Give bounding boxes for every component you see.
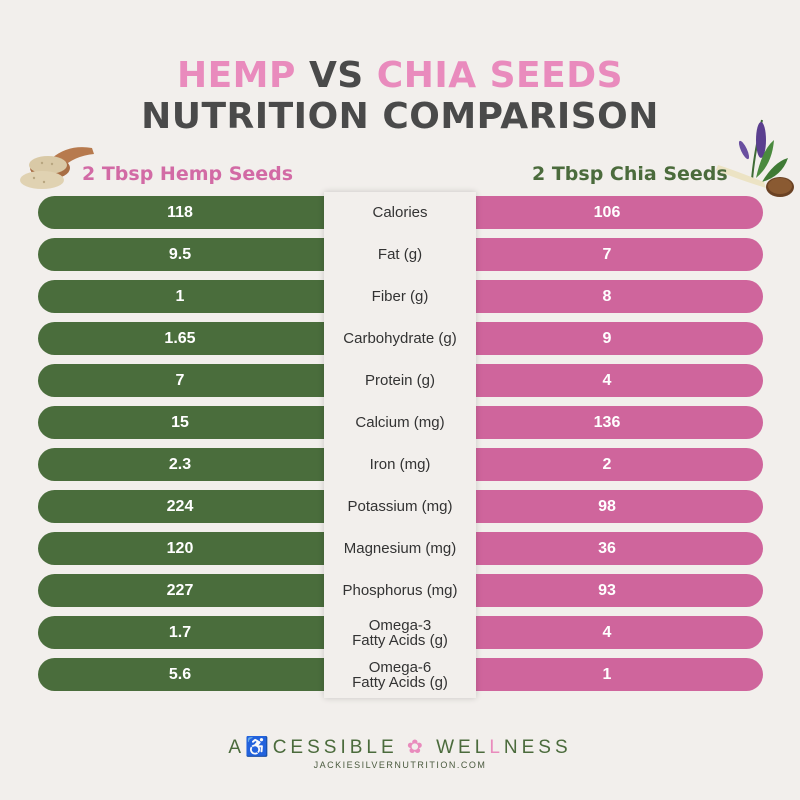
- nutrient-label: Phosphorus (mg): [342, 582, 458, 599]
- chia-value: 7: [602, 245, 612, 263]
- hemp-value: 1: [175, 287, 185, 305]
- brain-icon: ✿: [406, 737, 427, 758]
- table-row: 7 Protein (g) 4: [38, 364, 763, 397]
- table-row: 1.65 Carbohydrate (g) 9: [38, 322, 763, 355]
- hemp-value: 9.5: [168, 245, 192, 263]
- nutrient-label-panel: [324, 192, 476, 698]
- chia-value-bar: 7: [463, 238, 763, 271]
- chia-value: 8: [602, 287, 612, 305]
- chia-value-bar: 8: [463, 280, 763, 313]
- website-url: JACKIESILVERNUTRITION.COM: [313, 760, 487, 770]
- hemp-value-bar: 120: [38, 532, 338, 565]
- hemp-value: 227: [166, 581, 194, 599]
- wheelchair-icon: ♿: [245, 737, 273, 758]
- chia-value: 36: [598, 539, 616, 557]
- hemp-value-bar: 5.6: [38, 658, 338, 691]
- logo-text-1: CESSIBLE: [272, 737, 398, 758]
- hemp-value: 15: [171, 413, 189, 431]
- title-hemp: HEMP: [176, 55, 296, 96]
- chia-value-bar: 36: [463, 532, 763, 565]
- chia-value-bar: 106: [463, 196, 763, 229]
- page-title: HEMP VS CHIA SEEDS: [0, 55, 800, 96]
- chia-value: 2: [602, 455, 612, 473]
- hemp-column-header: 2 Tbsp Hemp Seeds: [82, 163, 294, 185]
- hemp-value-bar: 2.3: [38, 448, 338, 481]
- chia-value: 136: [593, 413, 621, 431]
- hemp-value-bar: 224: [38, 490, 338, 523]
- nutrient-label-line2: Fatty Acids (g): [352, 631, 448, 649]
- hemp-value: 120: [166, 539, 194, 557]
- nutrient-label: Calories: [372, 204, 428, 221]
- nutrient-label: Fat (g): [377, 246, 423, 263]
- chia-value: 106: [593, 203, 621, 221]
- chia-value-bar: 93: [463, 574, 763, 607]
- chia-column-header: 2 Tbsp Chia Seeds: [532, 163, 728, 185]
- chia-plant-spoon-icon: [716, 119, 794, 197]
- hemp-value-bar: 1.65: [38, 322, 338, 355]
- hemp-value-bar: 1.7: [38, 616, 338, 649]
- prosthetic-leg-icon: L: [489, 737, 504, 758]
- hemp-seeds-scoop-icon: [20, 147, 94, 189]
- hemp-value: 1.65: [164, 329, 196, 347]
- nutrient-label-line1: Omega-3: [368, 616, 432, 634]
- nutrient-label-line2: Fatty Acids (g): [352, 673, 448, 691]
- hemp-value: 5.6: [168, 665, 192, 683]
- table-row: 1.7 Omega-3 Fatty Acids (g) 4: [38, 616, 763, 649]
- table-row: 1 Fiber (g) 8: [38, 280, 763, 313]
- nutrient-label-line1: Omega-6: [368, 658, 432, 676]
- hemp-value: 118: [167, 203, 193, 221]
- chia-value: 9: [602, 329, 612, 347]
- nutrient-label: Protein (g): [364, 372, 436, 389]
- chia-value-bar: 9: [463, 322, 763, 355]
- logo-letter-a: A: [228, 737, 246, 758]
- nutrient-label: Omega-3 Fatty Acids (g): [324, 616, 476, 649]
- logo-text-2: WEL: [436, 737, 490, 758]
- hemp-value-bar: 118: [38, 196, 338, 229]
- nutrient-label: Omega-6 Fatty Acids (g): [324, 658, 476, 691]
- title-chia: CHIA SEEDS: [376, 55, 624, 96]
- table-row: 15 Calcium (mg) 136: [38, 406, 763, 439]
- table-row: 227 Phosphorus (mg) 93: [38, 574, 763, 607]
- table-row: 120 Magnesium (mg) 36: [38, 532, 763, 565]
- hemp-value: 7: [175, 371, 185, 389]
- hemp-value: 1.7: [168, 623, 192, 641]
- hemp-value-bar: 227: [38, 574, 338, 607]
- chia-value: 98: [598, 497, 616, 515]
- chia-value: 1: [602, 665, 612, 683]
- chia-value-bar: 98: [463, 490, 763, 523]
- hemp-value-bar: 7: [38, 364, 338, 397]
- hemp-value: 224: [166, 497, 194, 515]
- page-subtitle: NUTRITION COMPARISON: [141, 96, 659, 137]
- hemp-value-bar: 1: [38, 280, 338, 313]
- nutrient-label: Carbohydrate (g): [343, 330, 457, 347]
- brand-logo: A♿CESSIBLE ✿ WELLNESS: [0, 735, 800, 759]
- chia-value: 93: [598, 581, 616, 599]
- chia-value-bar: 4: [463, 364, 763, 397]
- nutrient-label: Calcium (mg): [355, 414, 445, 431]
- nutrient-label: Potassium (mg): [347, 498, 453, 515]
- table-row: 118 Calories 106: [38, 196, 763, 229]
- table-row: 5.6 Omega-6 Fatty Acids (g) 1: [38, 658, 763, 691]
- table-row: 2.3 Iron (mg) 2: [38, 448, 763, 481]
- chia-value-bar: 136: [463, 406, 763, 439]
- nutrient-label: Iron (mg): [369, 456, 431, 473]
- chia-value: 4: [602, 623, 612, 641]
- chia-value-bar: 1: [463, 658, 763, 691]
- nutrient-label: Magnesium (mg): [343, 540, 457, 557]
- logo-text-3: NESS: [503, 737, 572, 758]
- chia-value-bar: 2: [463, 448, 763, 481]
- nutrient-label: Fiber (g): [371, 288, 429, 305]
- hemp-value: 2.3: [168, 455, 192, 473]
- chia-value-bar: 4: [463, 616, 763, 649]
- table-row: 9.5 Fat (g) 7: [38, 238, 763, 271]
- title-vs: VS: [308, 55, 364, 96]
- table-row: 224 Potassium (mg) 98: [38, 490, 763, 523]
- hemp-value-bar: 15: [38, 406, 338, 439]
- chia-value: 4: [602, 371, 612, 389]
- hemp-value-bar: 9.5: [38, 238, 338, 271]
